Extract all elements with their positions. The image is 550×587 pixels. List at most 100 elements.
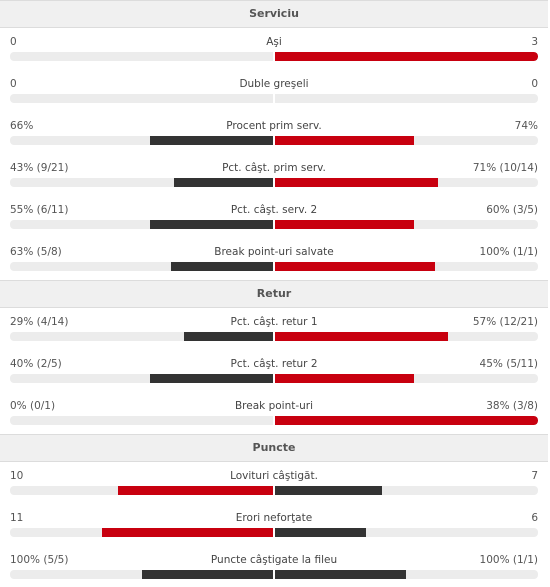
away-value: 71% (10/14)	[472, 162, 538, 174]
stat-row: 43% (9/21) Pct. câşt. prim serv. 71% (10/1…	[0, 153, 550, 195]
bar-divider	[273, 136, 275, 145]
home-value: 66%	[10, 120, 34, 132]
comparison-bar	[10, 262, 538, 271]
stat-row: 63% (5/8) Break point-uri salvate 100% (1/…	[0, 237, 550, 279]
home-value: 43% (9/21)	[10, 162, 69, 174]
stat-name: Break point-uri	[234, 400, 314, 412]
bar-divider	[273, 94, 275, 103]
comparison-bar	[10, 570, 538, 579]
bar-divider	[273, 486, 275, 495]
home-bar-track	[10, 262, 274, 271]
stat-labels: 10 Lovituri câştigăt. 7	[10, 469, 538, 483]
away-bar-track	[274, 262, 538, 271]
home-bar-track	[10, 332, 274, 341]
stat-row: 11 Erori neforţate 6	[0, 503, 550, 545]
bar-divider	[273, 570, 275, 579]
stat-labels: 0 Aşi 3	[10, 35, 538, 49]
bar-divider	[273, 528, 275, 537]
away-value: 60% (3/5)	[486, 204, 538, 216]
stat-row: 29% (4/14) Pct. câşt. retur 1 57% (12/21)	[0, 307, 550, 349]
away-bar-track	[274, 52, 538, 61]
away-bar-fill	[274, 486, 382, 495]
away-bar-track	[274, 374, 538, 383]
bar-divider	[273, 52, 275, 61]
home-bar-track	[10, 528, 274, 537]
home-bar-fill	[102, 528, 274, 537]
away-bar-track	[274, 486, 538, 495]
home-bar-track	[10, 416, 274, 425]
away-bar-fill	[274, 136, 414, 145]
away-bar-fill	[274, 52, 538, 61]
away-bar-track	[274, 416, 538, 425]
stat-name: Pct. câşt. retur 1	[230, 316, 318, 328]
away-value: 45% (5/11)	[479, 358, 538, 370]
stat-name: Break point-uri salvate	[214, 246, 334, 258]
stat-name: Pct. câşt. prim serv.	[222, 162, 326, 174]
comparison-bar	[10, 332, 538, 341]
comparison-bar	[10, 52, 538, 61]
away-value: 100% (1/1)	[479, 246, 538, 258]
stat-name: Erori neforţate	[235, 512, 313, 524]
bar-divider	[273, 374, 275, 383]
home-bar-track	[10, 178, 274, 187]
home-bar-track	[10, 486, 274, 495]
stat-labels: 0% (0/1) Break point-uri 38% (3/8)	[10, 399, 538, 413]
comparison-bar	[10, 136, 538, 145]
away-value: 74%	[514, 120, 538, 132]
stat-labels: 55% (6/11) Pct. câşt. serv. 2 60% (3/5)	[10, 203, 538, 217]
home-bar-fill	[150, 136, 274, 145]
stat-row: 0 Aşi 3	[0, 27, 550, 69]
section-header-retur[interactable]: Retur	[0, 280, 548, 308]
away-bar-track	[274, 220, 538, 229]
home-value: 10	[10, 470, 24, 482]
home-bar-track	[10, 220, 274, 229]
home-bar-track	[10, 570, 274, 579]
comparison-bar	[10, 374, 538, 383]
home-bar-track	[10, 136, 274, 145]
stat-row: 10 Lovituri câştigăt. 7	[0, 461, 550, 503]
away-bar-fill	[274, 416, 538, 425]
home-bar-fill	[171, 262, 274, 271]
away-value: 57% (12/21)	[472, 316, 538, 328]
away-bar-fill	[274, 178, 438, 187]
section-header-puncte[interactable]: Puncte	[0, 434, 548, 462]
comparison-bar	[10, 416, 538, 425]
away-value: 0	[531, 78, 538, 90]
stat-labels: 63% (5/8) Break point-uri salvate 100% (1/…	[10, 245, 538, 259]
away-bar-fill	[274, 374, 414, 383]
home-bar-fill	[118, 486, 274, 495]
stat-row: 100% (5/5) Puncte câştigate la fileu 100% …	[0, 545, 550, 587]
bar-divider	[273, 262, 275, 271]
section-header-serviciu[interactable]: Serviciu	[0, 0, 548, 28]
bar-divider	[273, 178, 275, 187]
stat-name: Lovituri câştigăt.	[230, 470, 318, 482]
away-bar-track	[274, 94, 538, 103]
home-bar-fill	[142, 570, 274, 579]
comparison-bar	[10, 486, 538, 495]
home-bar-track	[10, 94, 274, 103]
away-value: 6	[531, 512, 538, 524]
stat-name: Procent prim serv.	[226, 120, 322, 132]
away-bar-fill	[274, 528, 366, 537]
stat-labels: 66% Procent prim serv. 74%	[10, 119, 538, 133]
stat-row: 0% (0/1) Break point-uri 38% (3/8)	[0, 391, 550, 433]
away-bar-track	[274, 528, 538, 537]
comparison-bar	[10, 220, 538, 229]
stat-name: Pct. câşt. retur 2	[230, 358, 318, 370]
bar-divider	[273, 332, 275, 341]
home-value: 0% (0/1)	[10, 400, 56, 412]
away-bar-fill	[274, 262, 435, 271]
stat-name: Pct. câşt. serv. 2	[230, 204, 318, 216]
home-bar-fill	[150, 374, 274, 383]
stat-labels: 40% (2/5) Pct. câşt. retur 2 45% (5/11)	[10, 357, 538, 371]
stat-row: 0 Duble greşeli 0	[0, 69, 550, 111]
away-bar-fill	[274, 220, 414, 229]
away-value: 100% (1/1)	[479, 554, 538, 566]
away-bar-track	[274, 178, 538, 187]
away-value: 38% (3/8)	[486, 400, 538, 412]
comparison-bar	[10, 178, 538, 187]
stat-name: Duble greşeli	[239, 78, 309, 90]
home-bar-fill	[150, 220, 274, 229]
away-bar-track	[274, 332, 538, 341]
